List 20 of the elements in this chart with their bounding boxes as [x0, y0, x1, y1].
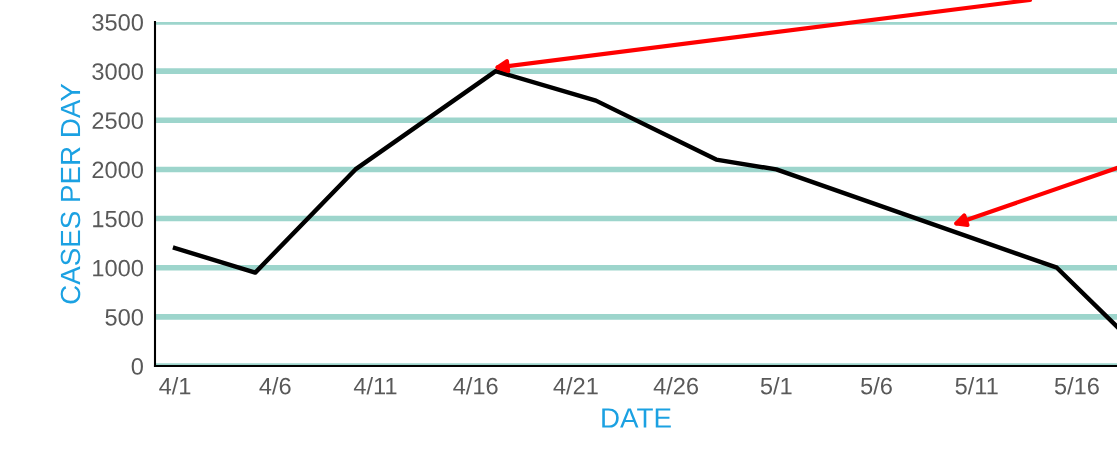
y-axis-title: CASES PER DAY [60, 83, 81, 304]
y-tick-label: 3000 [92, 63, 143, 80]
x-tick-label: 5/6 [861, 377, 892, 395]
y-tick-label: 2500 [92, 112, 143, 130]
y-tick-label: 2000 [92, 161, 143, 179]
x-tick-label: 4/21 [553, 377, 598, 395]
y-tick-label: 500 [105, 308, 143, 326]
x-tick-label: 5/11 [955, 377, 998, 395]
x-tick-label: 4/16 [453, 377, 498, 395]
x-tick-label: 4/26 [653, 377, 699, 395]
x-tick-label: 4/6 [259, 377, 291, 395]
y-tick-label: 1000 [93, 259, 143, 277]
y-tick-label: 0 [131, 358, 143, 375]
x-tick-label: 5/16 [1054, 377, 1099, 395]
x-tick-label: 5/1 [760, 377, 792, 395]
x-axis-title: DATE [602, 408, 671, 428]
y-tick-label: 1500 [93, 210, 143, 228]
x-tick-label: 4/11 [353, 377, 397, 395]
y-tick-label: 3500 [92, 14, 143, 31]
x-tick-label: 4/1 [159, 377, 191, 395]
